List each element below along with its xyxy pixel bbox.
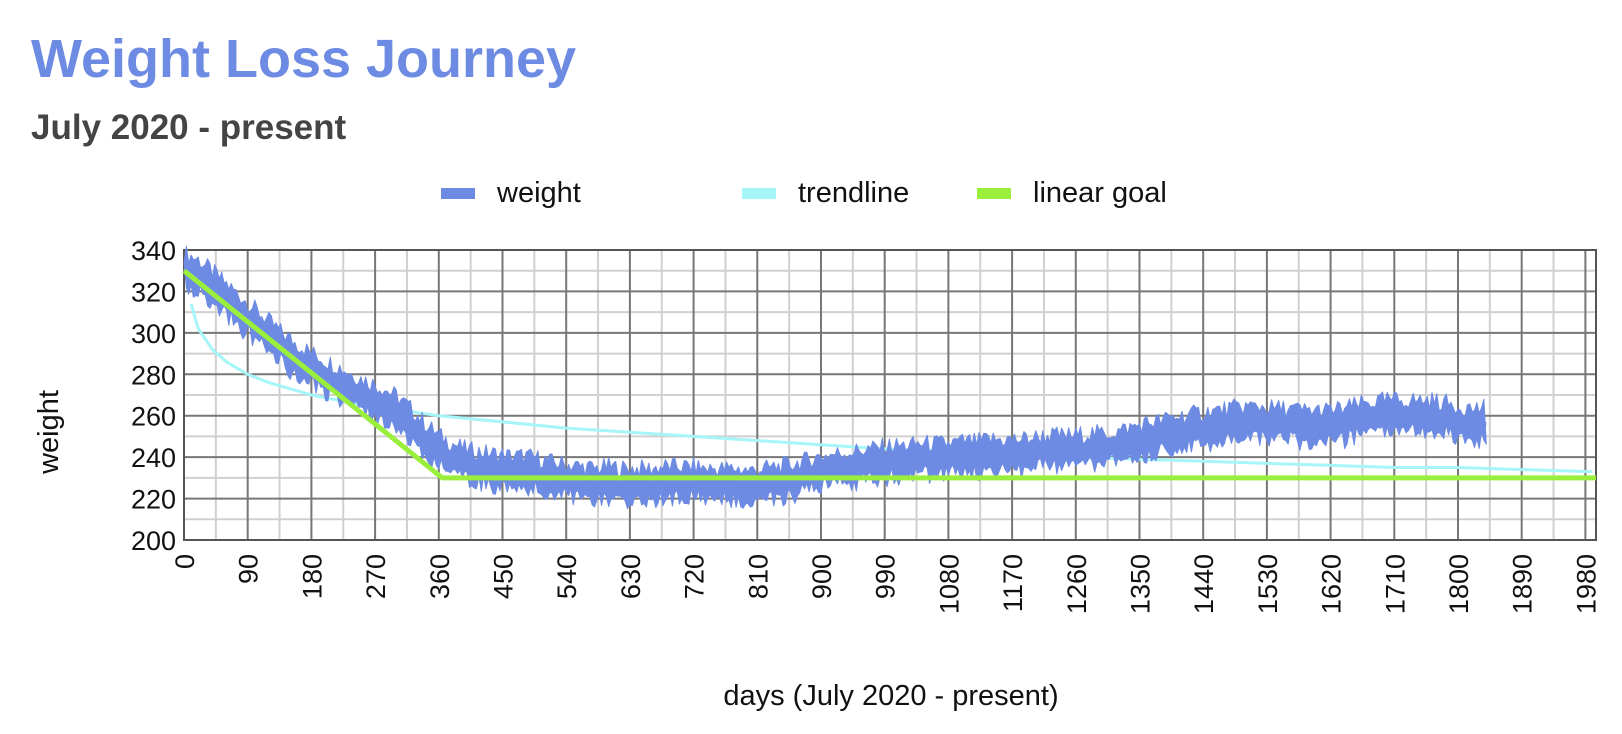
y-tick-label: 240 (131, 443, 176, 473)
x-tick-label: 450 (488, 554, 518, 599)
x-tick-label: 180 (297, 554, 327, 599)
x-axis-title: days (July 2020 - present) (723, 680, 1058, 712)
x-tick-label: 90 (234, 554, 264, 584)
x-tick-label: 630 (616, 554, 646, 599)
legend-swatch-weight (441, 188, 475, 199)
x-tick-label: 540 (552, 554, 582, 599)
x-tick-label: 1350 (1125, 554, 1155, 614)
x-tick-label: 1440 (1189, 554, 1219, 614)
x-tick-label: 1800 (1444, 554, 1474, 614)
plot-series (182, 245, 1596, 510)
plot-border (183, 249, 1597, 541)
y-tick-label: 200 (131, 526, 176, 556)
x-tick-label: 270 (361, 554, 391, 599)
x-axis-ticks: 0 90 180 270 360 450 540 630 720 810 900 990 1080 117… (170, 554, 1601, 614)
legend-swatch-linear-goal (977, 188, 1011, 199)
x-tick-label: 1710 (1380, 554, 1410, 614)
plot-grid (183, 249, 1597, 541)
x-tick-label: 0 (170, 554, 200, 569)
series-line-weight (183, 266, 1487, 489)
x-tick-label: 720 (680, 554, 710, 599)
legend-swatch-trendline (742, 188, 776, 199)
x-tick-label: 360 (425, 554, 455, 599)
x-tick-label: 1170 (998, 554, 1028, 612)
x-tick-label: 1260 (1062, 554, 1092, 614)
y-tick-label: 280 (131, 360, 176, 390)
y-axis-ticks: 200 220 240 260 280 300 320 340 (131, 236, 176, 556)
legend-label-weight: weight (496, 177, 581, 209)
y-tick-label: 340 (131, 236, 176, 266)
x-tick-label: 1080 (934, 554, 964, 614)
legend-label-trendline: trendline (798, 177, 909, 209)
y-tick-label: 320 (131, 277, 176, 307)
series-line-linear-goal (182, 268, 1596, 481)
chart-subtitle: July 2020 - present (31, 108, 347, 147)
chart-legend: weight trendline linear goal (441, 177, 1167, 209)
y-tick-label: 220 (131, 485, 176, 515)
x-tick-label: 1620 (1317, 554, 1347, 614)
y-tick-label: 260 (131, 402, 176, 432)
legend-label-linear-goal: linear goal (1033, 177, 1167, 209)
y-tick-label: 300 (131, 319, 176, 349)
chart-title: Weight Loss Journey (31, 29, 577, 89)
x-tick-label: 1980 (1571, 554, 1601, 614)
x-tick-label: 1530 (1253, 554, 1283, 614)
x-tick-label: 990 (871, 554, 901, 599)
y-axis-title: weight (33, 390, 65, 475)
x-tick-label: 1890 (1508, 554, 1538, 614)
x-tick-label: 810 (743, 554, 773, 599)
x-tick-label: 900 (807, 554, 837, 599)
series-line-trendline (189, 303, 1593, 474)
